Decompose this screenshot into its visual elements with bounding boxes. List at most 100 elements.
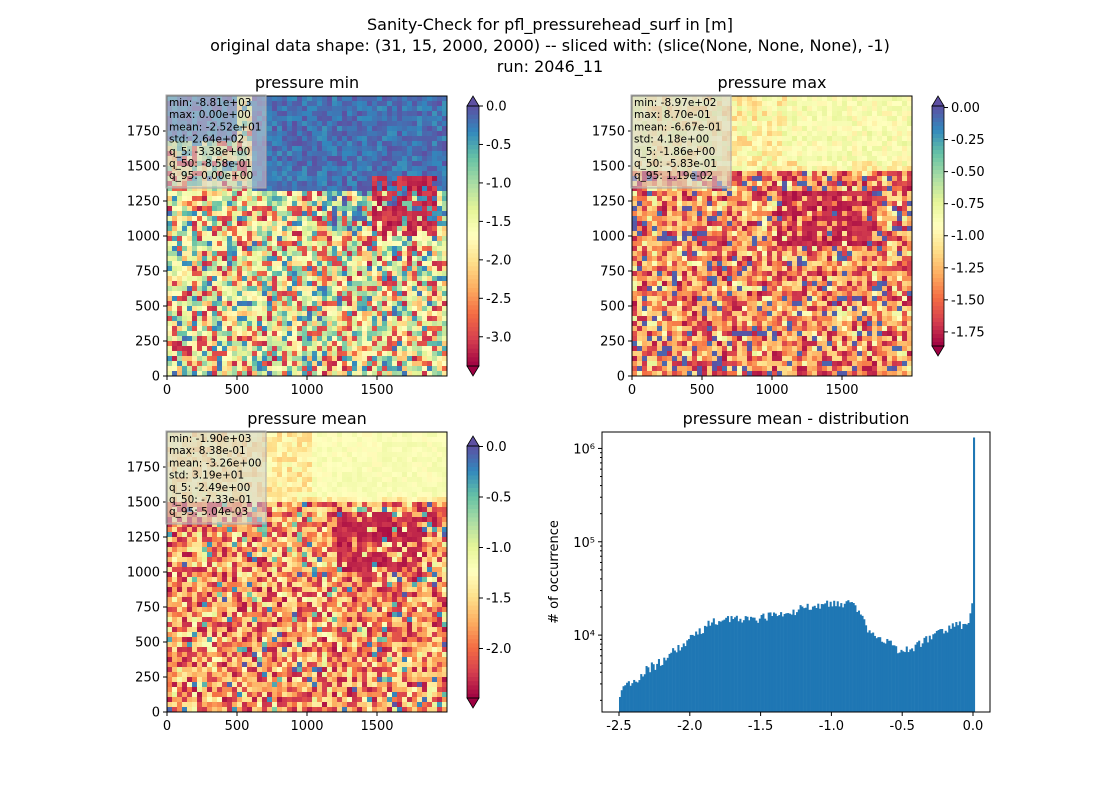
colorbar-segment <box>467 327 479 332</box>
histogram-bar <box>771 616 774 712</box>
colorbar-segment <box>467 672 479 678</box>
histogram-bar <box>626 682 629 712</box>
histogram-bar <box>686 640 689 712</box>
colorbar-segment <box>467 530 479 535</box>
colorbar-segment <box>467 643 479 648</box>
colorbar-segment <box>932 270 944 275</box>
histogram-bar <box>870 633 873 712</box>
colorbar-segment <box>467 136 479 142</box>
histogram-bar <box>939 629 942 712</box>
histogram-bar <box>794 615 797 712</box>
colorbar-segment <box>932 266 944 271</box>
colorbar-segment <box>467 236 479 241</box>
colorbar-segment <box>467 353 479 358</box>
colorbar-segment <box>467 361 479 367</box>
histogram-bar <box>732 619 735 712</box>
stats-box-background <box>165 94 267 189</box>
histogram-bar <box>728 622 731 712</box>
colorbar-tick-label: -0.25 <box>951 133 985 148</box>
y-tick-label: 500 <box>135 636 160 651</box>
histogram-bar <box>688 639 691 712</box>
x-tick-label: 1500 <box>825 383 858 398</box>
colorbar-segment <box>467 593 479 598</box>
colorbar-segment <box>467 517 479 522</box>
histogram-bar <box>788 613 791 712</box>
histogram-bar <box>649 672 652 712</box>
histogram-bar <box>661 664 664 712</box>
colorbar-segment <box>467 483 479 489</box>
panel-pressure-min: pressure min 0 500 1000 1500 0 250 500 750 1000 1… <box>127 73 511 398</box>
colorbar-segment <box>932 194 944 199</box>
x-tick-label: 1000 <box>755 383 788 398</box>
histogram-bar <box>882 642 885 712</box>
colorbar-segment <box>932 286 944 291</box>
histogram-bar <box>946 632 949 712</box>
colorbar-segment <box>932 114 944 119</box>
histogram-bar <box>850 602 853 712</box>
histogram-bar <box>734 617 737 712</box>
colorbar-segment <box>932 274 944 279</box>
y-tick-label: 1250 <box>592 195 625 210</box>
histogram-bar <box>960 628 963 712</box>
histogram-bar <box>797 609 800 712</box>
histogram-bar <box>969 613 972 712</box>
panel-title: pressure mean <box>247 409 367 428</box>
histogram-bar <box>723 619 726 712</box>
histogram-bar <box>843 603 846 712</box>
colorbar-segment <box>467 479 479 485</box>
colorbar-segment <box>467 244 479 250</box>
colorbar-segment <box>467 475 479 480</box>
colorbar-segment <box>467 318 479 324</box>
colorbar-segment <box>467 576 479 581</box>
colorbar-segment <box>467 492 479 497</box>
histogram-bar <box>831 606 834 712</box>
colorbar-segment <box>932 242 944 247</box>
histogram-bar <box>815 608 818 712</box>
histogram-bar <box>872 632 875 712</box>
histogram-bar <box>803 608 806 712</box>
colorbar-segment <box>467 205 479 211</box>
histogram-bar <box>682 643 685 712</box>
colorbar-segment <box>467 521 479 527</box>
colorbar-segment <box>467 681 479 686</box>
histogram-bar <box>884 643 887 712</box>
histogram-bar <box>767 612 770 712</box>
colorbar-segment <box>467 588 479 594</box>
histogram-bar <box>640 674 643 712</box>
histogram-bar <box>967 622 970 712</box>
colorbar-segment <box>932 118 944 123</box>
colorbar-segment <box>932 126 944 131</box>
panel-title: pressure min <box>255 73 359 92</box>
histogram-bar <box>652 664 655 712</box>
colorbar-segment <box>467 340 479 345</box>
colorbar-segment <box>467 572 479 577</box>
y-tick-label: 1250 <box>127 195 160 210</box>
x-tick-label: 0 <box>628 383 636 398</box>
histogram-bar <box>958 621 961 712</box>
histogram-bar <box>973 437 976 712</box>
histogram-bar <box>781 616 784 712</box>
histogram-bar <box>941 628 944 712</box>
y-tick-label: 750 <box>135 265 160 280</box>
colorbar-segment <box>467 227 479 233</box>
histogram-bar <box>645 666 648 712</box>
stats-line: min: -1.90e+03 <box>169 433 251 445</box>
colorbar-segment <box>467 145 479 150</box>
colorbar-segment <box>467 192 479 198</box>
y-tick-label: 1000 <box>127 566 160 581</box>
colorbar-segment <box>932 170 944 175</box>
colorbar-segment <box>467 567 479 573</box>
histogram-bar <box>859 614 862 712</box>
stats-line: q_5: -2.49e+00 <box>169 482 250 494</box>
histogram-bar <box>896 653 899 712</box>
histogram-bar <box>891 645 894 712</box>
stats-line: q_5: -3.38e+00 <box>169 146 250 158</box>
colorbar-segment <box>467 471 479 476</box>
histogram-bar <box>856 611 859 712</box>
colorbar-segment <box>932 322 944 327</box>
colorbar-segment <box>467 110 479 116</box>
colorbar-tick-label: -0.5 <box>486 138 511 153</box>
colorbar: 0.0 -0.5 -1.0 -1.5 -2.0 <box>466 435 511 709</box>
colorbar-segment <box>467 253 479 259</box>
colorbar-segment <box>932 318 944 323</box>
